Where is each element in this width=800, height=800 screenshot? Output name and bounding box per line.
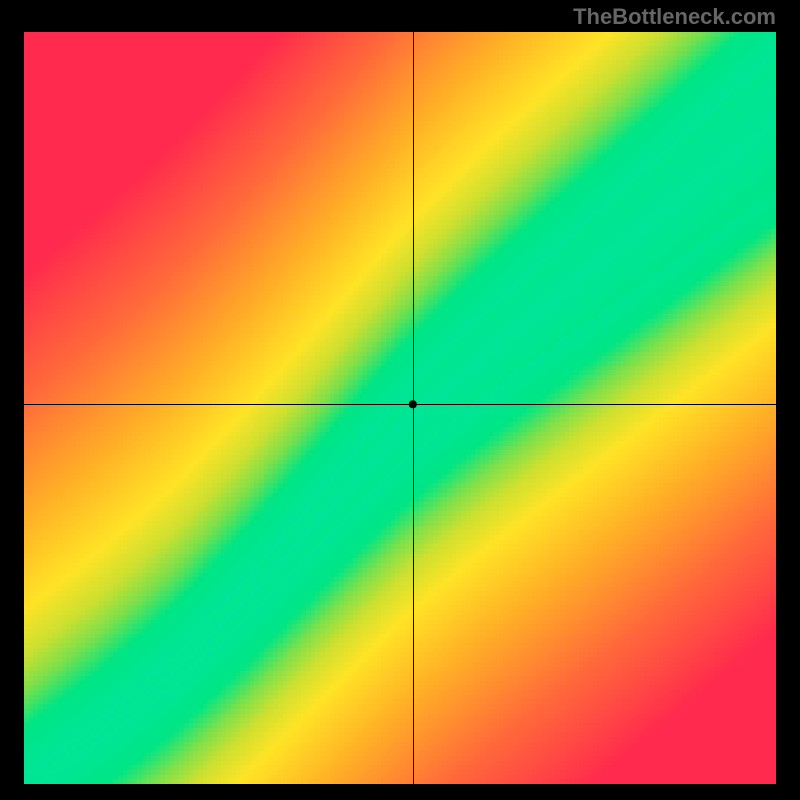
watermark-text: TheBottleneck.com	[573, 4, 776, 30]
chart-container: { "watermark": { "text": "TheBottleneck.…	[0, 0, 800, 800]
bottleneck-heatmap	[24, 32, 776, 784]
